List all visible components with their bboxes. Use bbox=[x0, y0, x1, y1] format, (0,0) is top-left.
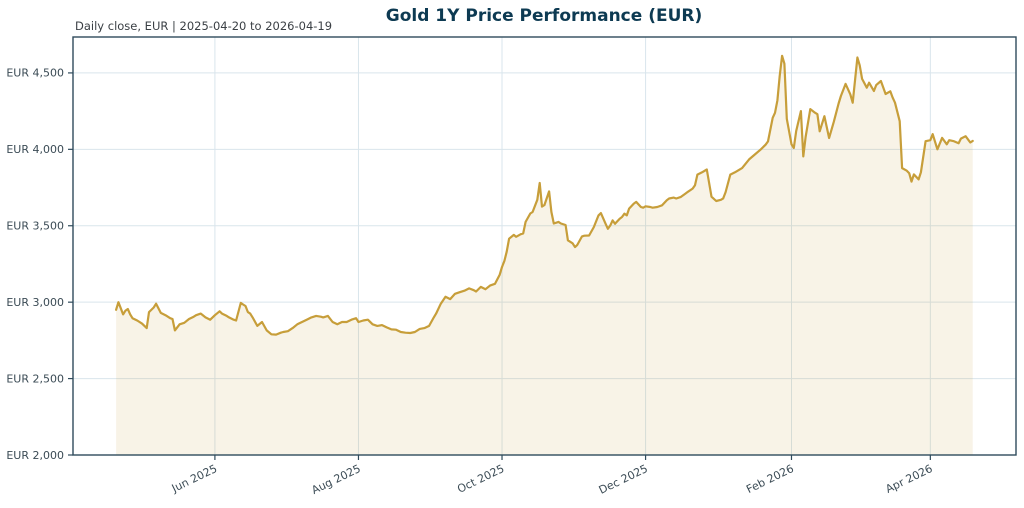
y-tick-label: EUR 4,500 bbox=[6, 67, 64, 80]
x-tick-label: Oct 2025 bbox=[455, 462, 506, 496]
price-area bbox=[116, 55, 973, 456]
y-tick-label: EUR 2,000 bbox=[6, 449, 64, 462]
x-tick-label: Dec 2025 bbox=[597, 462, 650, 497]
x-tick-label: Apr 2026 bbox=[884, 462, 935, 496]
gridlines bbox=[73, 37, 1016, 456]
price-line bbox=[115, 54, 974, 336]
x-tick-label: Feb 2026 bbox=[744, 462, 796, 496]
plot-border bbox=[72, 36, 1017, 456]
y-tick-label: EUR 3,500 bbox=[6, 220, 64, 233]
axis-ticks bbox=[68, 72, 931, 460]
y-tick-label: EUR 3,000 bbox=[6, 296, 64, 309]
y-tick-label: EUR 2,500 bbox=[6, 372, 64, 385]
y-tick-label: EUR 4,000 bbox=[6, 143, 64, 156]
chart-subtitle: Daily close, EUR | 2025-04-20 to 2026-04… bbox=[75, 19, 332, 33]
chart-title: Gold 1Y Price Performance (EUR) bbox=[386, 6, 703, 26]
x-tick-label: Aug 2025 bbox=[309, 462, 362, 497]
x-tick-label: Jun 2025 bbox=[169, 462, 219, 495]
